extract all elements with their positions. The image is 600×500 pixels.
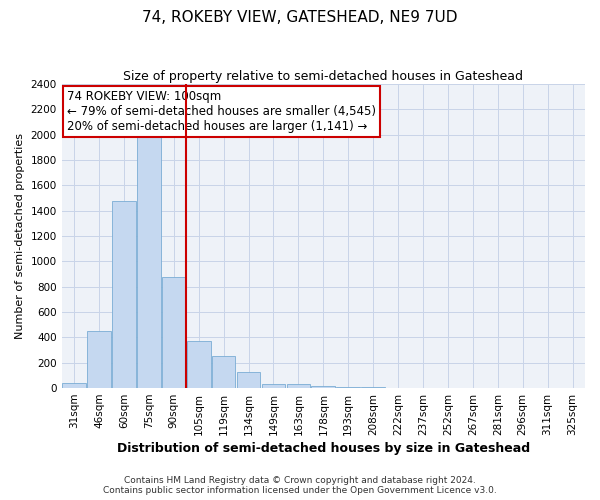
Bar: [212, 356, 235, 388]
X-axis label: Distribution of semi-detached houses by size in Gateshead: Distribution of semi-detached houses by …: [117, 442, 530, 455]
Bar: [162, 276, 185, 388]
Bar: [187, 340, 211, 388]
Bar: [237, 372, 260, 388]
Bar: [87, 331, 111, 388]
Bar: [62, 383, 86, 388]
Bar: [311, 386, 335, 388]
Text: Contains HM Land Registry data © Crown copyright and database right 2024.
Contai: Contains HM Land Registry data © Crown c…: [103, 476, 497, 495]
Bar: [337, 387, 360, 388]
Bar: [262, 384, 286, 388]
Title: Size of property relative to semi-detached houses in Gateshead: Size of property relative to semi-detach…: [124, 70, 523, 83]
Bar: [287, 384, 310, 388]
Text: 74, ROKEBY VIEW, GATESHEAD, NE9 7UD: 74, ROKEBY VIEW, GATESHEAD, NE9 7UD: [142, 10, 458, 25]
Text: 74 ROKEBY VIEW: 100sqm
← 79% of semi-detached houses are smaller (4,545)
20% of : 74 ROKEBY VIEW: 100sqm ← 79% of semi-det…: [67, 90, 376, 133]
Bar: [112, 200, 136, 388]
Y-axis label: Number of semi-detached properties: Number of semi-detached properties: [15, 133, 25, 339]
Bar: [137, 135, 161, 388]
